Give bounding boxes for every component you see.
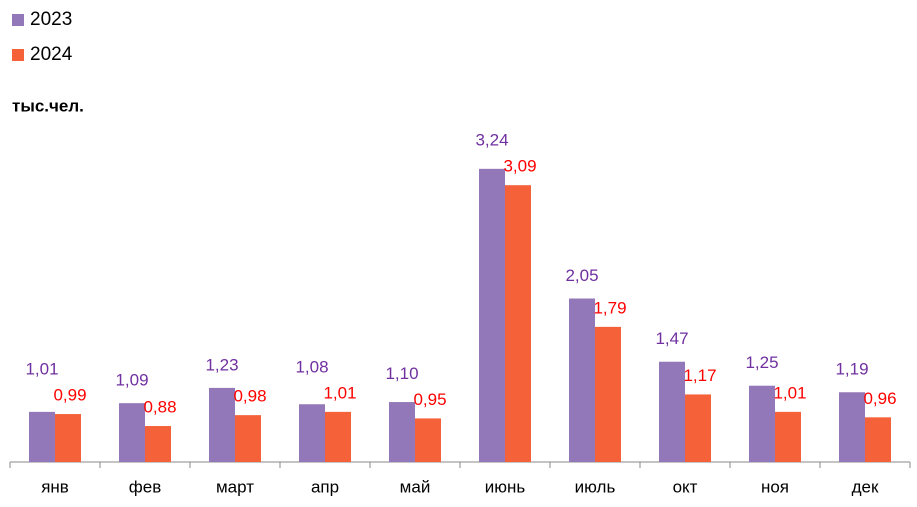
data-label: 0,88 bbox=[143, 398, 176, 417]
bar bbox=[569, 298, 595, 462]
x-tick-label: март bbox=[216, 477, 254, 496]
data-label: 1,17 bbox=[683, 366, 716, 385]
bar bbox=[145, 426, 171, 462]
x-tick-label: ноя bbox=[761, 477, 789, 496]
bar bbox=[415, 418, 441, 462]
data-label: 0,99 bbox=[53, 386, 86, 405]
data-label: 3,09 bbox=[503, 157, 536, 176]
data-label: 1,10 bbox=[385, 364, 418, 383]
data-label: 0,95 bbox=[413, 390, 446, 409]
x-tick-label: июль bbox=[575, 477, 616, 496]
bar bbox=[775, 411, 801, 462]
data-label: 3,24 bbox=[475, 131, 508, 150]
bar bbox=[29, 411, 55, 462]
data-label: 1,09 bbox=[115, 371, 148, 390]
legend-swatch bbox=[12, 14, 24, 26]
data-label: 1,01 bbox=[25, 360, 58, 379]
x-tick-label: янв bbox=[41, 477, 69, 496]
x-tick-label: май bbox=[400, 477, 431, 496]
bar bbox=[865, 417, 891, 462]
data-label: 1,08 bbox=[295, 357, 328, 376]
bar bbox=[505, 185, 531, 462]
bar bbox=[235, 415, 261, 462]
bar bbox=[749, 385, 775, 462]
x-tick-label: июнь bbox=[485, 477, 526, 496]
bar bbox=[325, 411, 351, 462]
data-label: 0,98 bbox=[233, 387, 266, 406]
bar bbox=[659, 361, 685, 462]
bar bbox=[839, 392, 865, 462]
data-label: 0,96 bbox=[863, 389, 896, 408]
data-label: 1,25 bbox=[745, 353, 778, 372]
legend-label: 2023 bbox=[30, 9, 72, 30]
bar bbox=[479, 168, 505, 463]
data-label: 1,47 bbox=[655, 329, 688, 348]
bar bbox=[55, 414, 81, 462]
legend-swatch bbox=[12, 49, 24, 61]
data-label: 2,05 bbox=[565, 266, 598, 285]
bar bbox=[209, 387, 235, 462]
bar bbox=[299, 404, 325, 462]
x-tick-label: окт bbox=[673, 477, 698, 496]
bar bbox=[389, 402, 415, 462]
x-tick-label: дек bbox=[852, 477, 879, 496]
x-tick-label: фев bbox=[129, 477, 161, 496]
data-label: 1,79 bbox=[593, 298, 626, 317]
bar bbox=[119, 403, 145, 462]
x-tick-label: апр bbox=[311, 477, 339, 496]
data-label: 1,19 bbox=[835, 360, 868, 379]
bar bbox=[595, 326, 621, 462]
legend-label: 2024 bbox=[30, 44, 73, 65]
data-label: 1,01 bbox=[773, 383, 806, 402]
data-label: 1,23 bbox=[205, 355, 238, 374]
data-label: 1,01 bbox=[323, 383, 356, 402]
axis-label: тыс.чел. bbox=[12, 96, 84, 115]
bar bbox=[685, 394, 711, 462]
